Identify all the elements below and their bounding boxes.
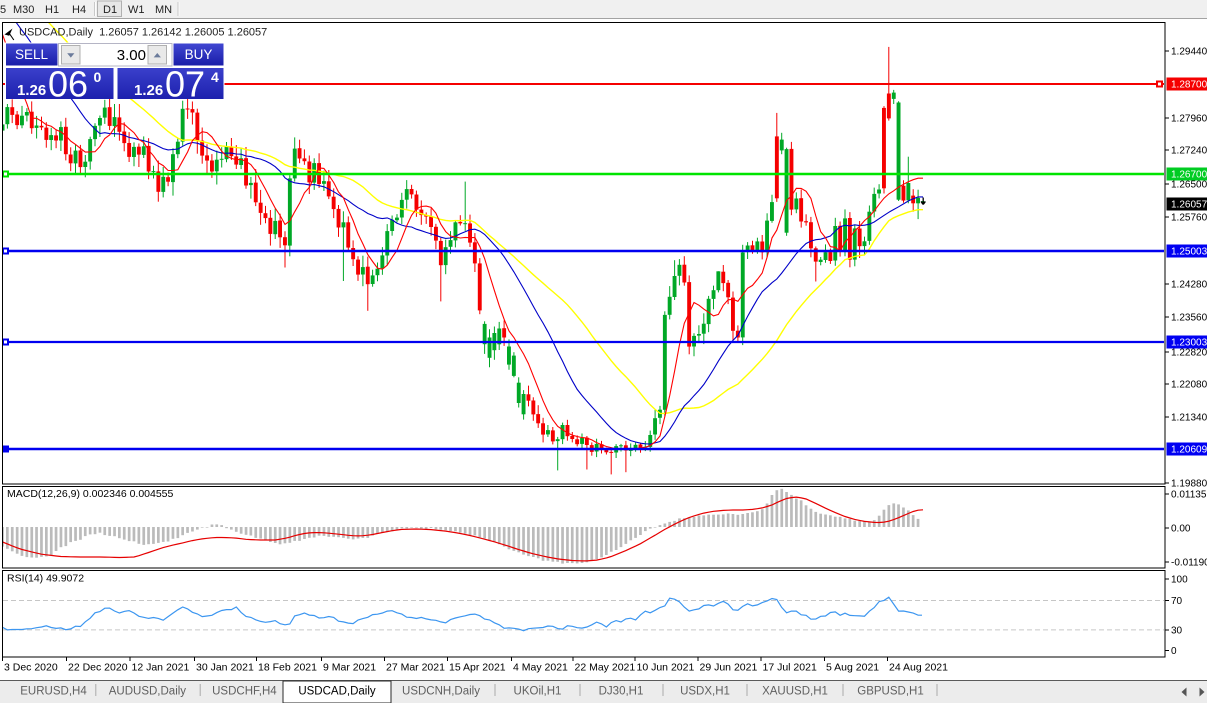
svg-text:24 Aug 2021: 24 Aug 2021 [889,662,948,674]
svg-text:DJ30,H1: DJ30,H1 [599,686,644,698]
svg-text:MACD(12,26,9) 0.002346 0.00455: MACD(12,26,9) 0.002346 0.004555 [7,488,174,500]
svg-text:100: 100 [1171,575,1188,586]
svg-text:1.23003: 1.23003 [1171,338,1207,349]
svg-text:22 Dec 2020: 22 Dec 2020 [68,662,128,674]
svg-text:RSI(14) 49.9072: RSI(14) 49.9072 [7,573,84,585]
svg-text:29 Jun 2021: 29 Jun 2021 [700,662,758,674]
svg-text:12 Jan 2021: 12 Jan 2021 [132,662,190,674]
svg-text:1.19880: 1.19880 [1171,479,1207,490]
svg-text:1.25003: 1.25003 [1171,247,1207,258]
svg-text:D1: D1 [103,4,117,16]
svg-text:AUDUSD,Daily: AUDUSD,Daily [109,686,187,698]
svg-text:5 Aug 2021: 5 Aug 2021 [826,662,879,674]
svg-text:17 Jul 2021: 17 Jul 2021 [763,662,817,674]
svg-text:W1: W1 [128,4,145,16]
svg-text:1.26057: 1.26057 [1171,200,1207,211]
svg-text:USDCNH,Daily: USDCNH,Daily [402,686,480,698]
svg-text:SELL: SELL [15,47,49,62]
svg-text:1.22820: 1.22820 [1171,348,1207,359]
svg-text:1.21340: 1.21340 [1171,413,1207,424]
svg-text:10 Jun 2021: 10 Jun 2021 [637,662,695,674]
svg-text:06: 06 [48,64,88,105]
svg-text:H1: H1 [45,4,59,16]
svg-text:5: 5 [0,4,6,16]
svg-text:1.27240: 1.27240 [1171,146,1207,157]
svg-text:1.26700: 1.26700 [1171,170,1207,181]
svg-text:70: 70 [1171,596,1183,607]
svg-text:USDCHF,H4: USDCHF,H4 [212,686,277,698]
svg-text:07: 07 [165,64,205,105]
svg-text:1.29440: 1.29440 [1171,47,1207,58]
svg-text:0.00: 0.00 [1171,524,1191,535]
svg-text:1.25760: 1.25760 [1171,213,1207,224]
svg-text:H4: H4 [72,4,86,16]
svg-text:1.26: 1.26 [134,82,163,99]
svg-text:0: 0 [94,69,102,85]
svg-text:22 May 2021: 22 May 2021 [575,662,636,674]
svg-text:1.24280: 1.24280 [1171,280,1207,291]
svg-text:EURUSD,H4: EURUSD,H4 [20,686,87,698]
svg-text:4: 4 [211,69,219,85]
svg-text:4 May 2021: 4 May 2021 [513,662,568,674]
svg-text:1.22080: 1.22080 [1171,380,1207,391]
svg-text:30 Jan 2021: 30 Jan 2021 [196,662,254,674]
svg-text:9 Mar 2021: 9 Mar 2021 [323,662,376,674]
svg-text:1.28700: 1.28700 [1171,80,1207,91]
svg-text:1.27960: 1.27960 [1171,114,1207,125]
svg-text:15 Apr 2021: 15 Apr 2021 [449,662,506,674]
svg-text:MN: MN [155,4,172,16]
svg-text:GBPUSD,H1: GBPUSD,H1 [857,686,923,698]
svg-text:0.01135: 0.01135 [1171,490,1207,501]
svg-text:1.26: 1.26 [17,82,46,99]
svg-text:0: 0 [1171,646,1177,657]
svg-text:-0.01190: -0.01190 [1171,558,1207,569]
svg-text:XAUUSD,H1: XAUUSD,H1 [762,686,828,698]
svg-text:UKOil,H1: UKOil,H1 [514,686,562,698]
svg-text:BUY: BUY [185,47,213,62]
svg-text:18 Feb 2021: 18 Feb 2021 [258,662,317,674]
svg-text:27 Mar 2021: 27 Mar 2021 [386,662,445,674]
svg-text:3.00: 3.00 [117,47,146,64]
svg-text:USDX,H1: USDX,H1 [680,686,730,698]
svg-text:M30: M30 [13,4,34,16]
svg-text:USDCAD,Daily 1.26057 1.26142: USDCAD,Daily 1.26057 1.26142 1.26005 1.2… [19,27,267,39]
svg-text:1.23560: 1.23560 [1171,313,1207,324]
svg-text:1.20609: 1.20609 [1171,445,1207,456]
svg-text:30: 30 [1171,626,1183,637]
svg-text:USDCAD,Daily: USDCAD,Daily [298,686,376,698]
svg-text:3 Dec 2020: 3 Dec 2020 [4,662,58,674]
svg-text:1.26500: 1.26500 [1171,180,1207,191]
